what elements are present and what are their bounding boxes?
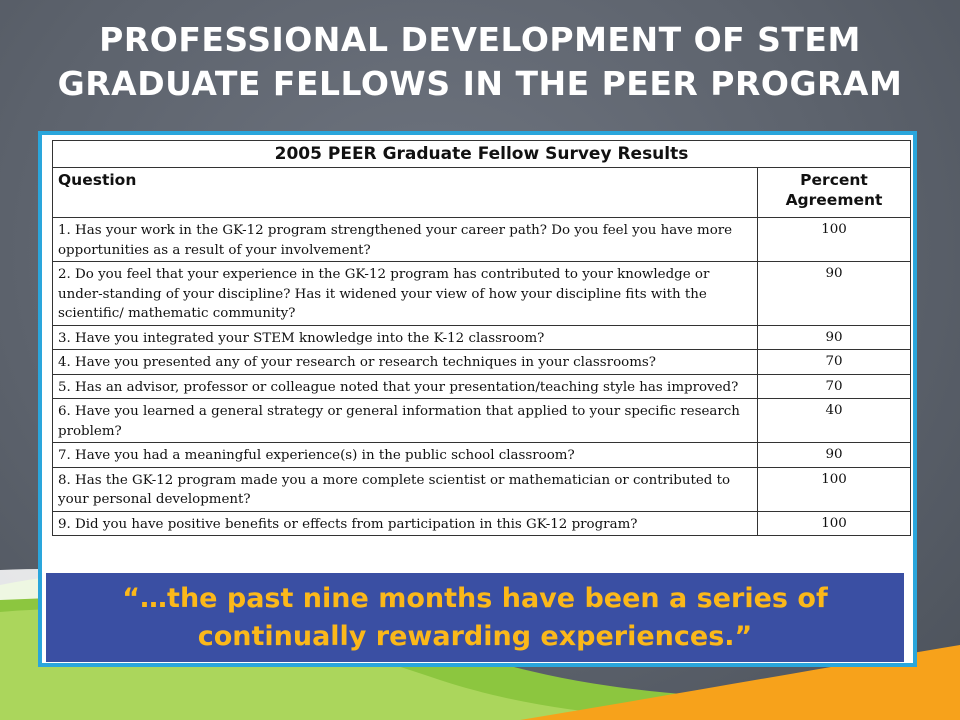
percent-cell: 100 bbox=[756, 510, 912, 536]
testimonial-quote: “…the past nine months have been a serie… bbox=[46, 573, 904, 662]
slide-title-line-2: GRADUATE FELLOWS IN THE PEER PROGRAM bbox=[57, 64, 903, 103]
column-header-percent-line-2: Agreement bbox=[785, 191, 883, 209]
percent-cell: 100 bbox=[756, 217, 912, 262]
percent-cell: 70 bbox=[756, 373, 912, 399]
quote-line-2: continually rewarding experiences.” bbox=[197, 620, 753, 652]
column-header-percent: Percent Agreement bbox=[756, 167, 912, 218]
question-cell: 9. Did you have positive benefits or eff… bbox=[52, 510, 758, 536]
percent-cell: 100 bbox=[756, 466, 912, 512]
percent-cell: 90 bbox=[756, 261, 912, 326]
table-row: 8. Has the GK-12 program made you a more… bbox=[52, 466, 912, 512]
table-row: 5. Has an advisor, professor or colleagu… bbox=[52, 373, 912, 399]
column-header-percent-line-1: Percent bbox=[800, 171, 868, 189]
table-row: 3. Have you integrated your STEM knowled… bbox=[52, 324, 912, 350]
slide-title: PROFESSIONAL DEVELOPMENT OF STEM GRADUAT… bbox=[0, 18, 960, 106]
percent-cell: 40 bbox=[756, 398, 912, 443]
survey-image-frame: 2005 PEER Graduate Fellow Survey Results… bbox=[38, 131, 917, 667]
survey-results-table: 2005 PEER Graduate Fellow Survey Results… bbox=[51, 140, 912, 536]
percent-cell: 70 bbox=[756, 349, 912, 375]
percent-cell: 90 bbox=[756, 324, 912, 350]
percent-cell: 90 bbox=[756, 442, 912, 468]
table-title: 2005 PEER Graduate Fellow Survey Results bbox=[51, 140, 912, 168]
question-cell: 3. Have you integrated your STEM knowled… bbox=[52, 324, 758, 350]
table-row: 7. Have you had a meaningful experience(… bbox=[52, 442, 912, 468]
column-header-question: Question bbox=[52, 167, 758, 218]
question-cell: 7. Have you had a meaningful experience(… bbox=[52, 442, 758, 468]
table-row: 1. Has your work in the GK-12 program st… bbox=[52, 217, 912, 262]
table-row: 9. Did you have positive benefits or eff… bbox=[52, 510, 912, 536]
question-cell: 2. Do you feel that your experience in t… bbox=[52, 261, 758, 326]
table-row: 4. Have you presented any of your resear… bbox=[52, 349, 912, 375]
quote-line-1: “…the past nine months have been a serie… bbox=[122, 582, 828, 614]
question-cell: 6. Have you learned a general strategy o… bbox=[52, 398, 758, 443]
question-cell: 4. Have you presented any of your resear… bbox=[52, 349, 758, 375]
question-cell: 1. Has your work in the GK-12 program st… bbox=[52, 217, 758, 262]
question-cell: 5. Has an advisor, professor or colleagu… bbox=[52, 373, 758, 399]
slide-title-line-1: PROFESSIONAL DEVELOPMENT OF STEM bbox=[99, 20, 861, 59]
question-cell: 8. Has the GK-12 program made you a more… bbox=[52, 466, 758, 512]
table-row: 2. Do you feel that your experience in t… bbox=[52, 261, 912, 326]
table-row: 6. Have you learned a general strategy o… bbox=[52, 398, 912, 443]
